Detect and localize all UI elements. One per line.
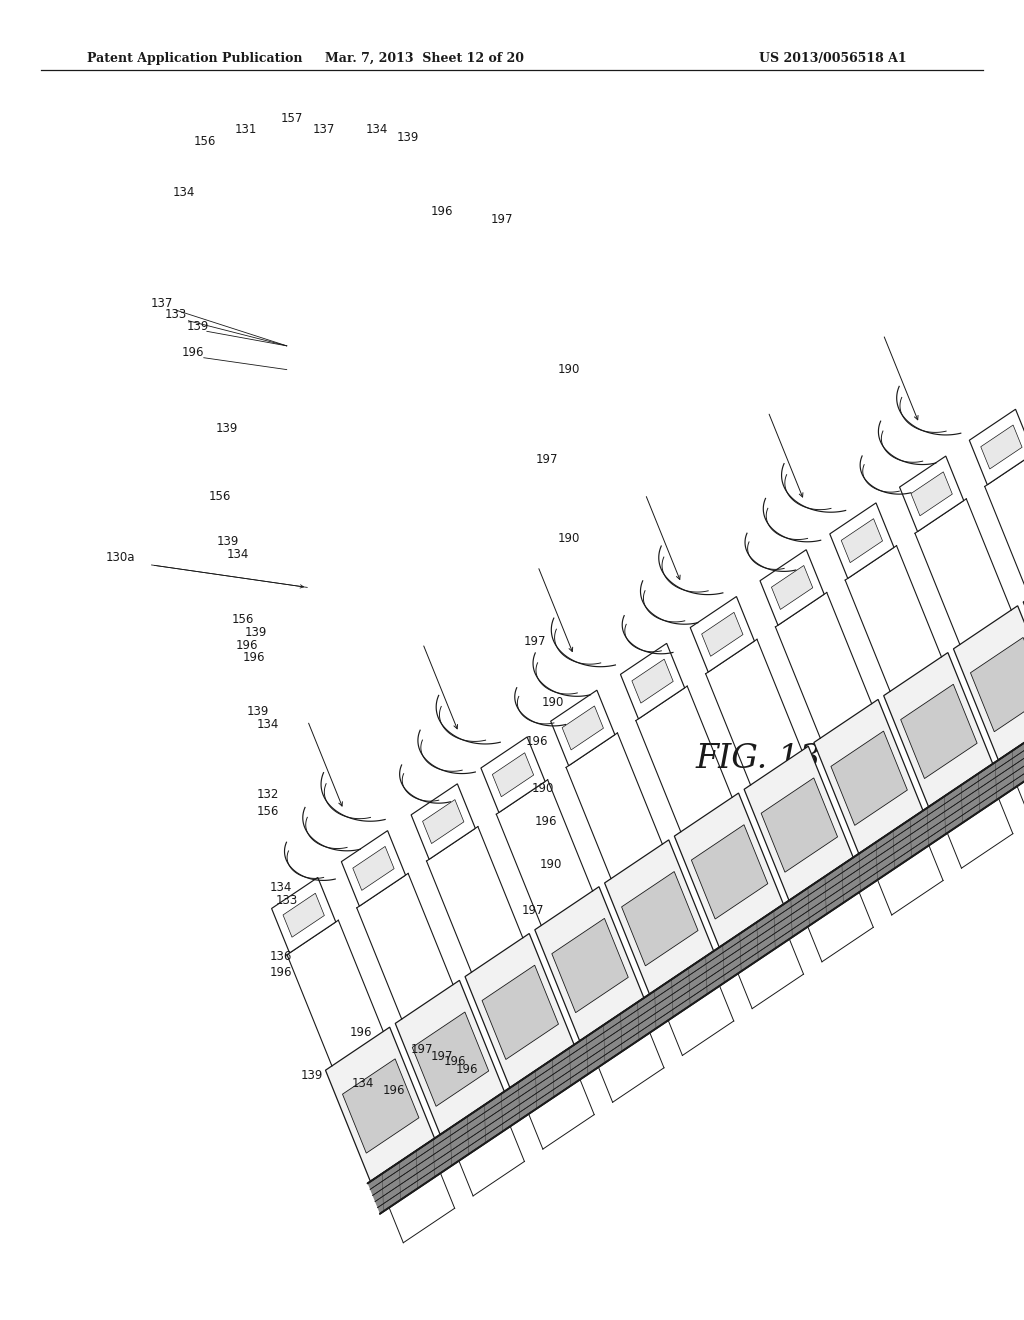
Text: 190: 190 [558, 532, 581, 545]
Polygon shape [423, 800, 464, 843]
Text: FIG. 13: FIG. 13 [695, 743, 820, 775]
Polygon shape [675, 793, 783, 948]
Text: 134: 134 [366, 123, 388, 136]
Polygon shape [342, 1059, 419, 1154]
Polygon shape [493, 752, 534, 797]
Text: 197: 197 [490, 213, 513, 226]
Polygon shape [690, 597, 755, 672]
Text: 139: 139 [301, 1069, 324, 1082]
Polygon shape [535, 887, 644, 1041]
Polygon shape [551, 690, 614, 766]
Polygon shape [552, 919, 629, 1012]
Text: 134: 134 [257, 718, 280, 731]
Text: 134: 134 [351, 1077, 374, 1090]
Text: 196: 196 [349, 1026, 372, 1039]
Text: 134: 134 [269, 880, 292, 894]
Text: 190: 190 [531, 781, 554, 795]
Text: Patent Application Publication: Patent Application Publication [87, 51, 302, 65]
Polygon shape [911, 471, 952, 516]
Text: 139: 139 [217, 535, 240, 548]
Polygon shape [395, 981, 505, 1135]
Text: 157: 157 [281, 112, 303, 125]
Text: 130a: 130a [106, 550, 135, 564]
Polygon shape [970, 409, 1024, 484]
Polygon shape [481, 737, 545, 813]
Polygon shape [953, 606, 1024, 760]
Polygon shape [465, 933, 574, 1088]
Polygon shape [830, 731, 907, 825]
Text: 197: 197 [411, 1043, 433, 1056]
Text: 131: 131 [234, 123, 257, 136]
Text: 133: 133 [165, 308, 187, 321]
Polygon shape [901, 684, 977, 779]
Polygon shape [621, 643, 685, 719]
Polygon shape [368, 668, 1024, 1214]
Text: 196: 196 [431, 205, 454, 218]
Polygon shape [271, 878, 336, 953]
Text: 197: 197 [536, 453, 558, 466]
Text: 139: 139 [396, 131, 419, 144]
Text: 137: 137 [312, 123, 335, 136]
Polygon shape [981, 425, 1022, 469]
Polygon shape [691, 825, 768, 919]
Polygon shape [411, 784, 475, 859]
Text: 156: 156 [231, 612, 254, 626]
Polygon shape [341, 830, 406, 906]
Text: 139: 139 [186, 319, 209, 333]
Polygon shape [761, 777, 838, 873]
Polygon shape [482, 965, 558, 1060]
Text: 196: 196 [243, 651, 265, 664]
Polygon shape [971, 638, 1024, 731]
Text: Mar. 7, 2013  Sheet 12 of 20: Mar. 7, 2013 Sheet 12 of 20 [326, 51, 524, 65]
Text: 190: 190 [542, 696, 564, 709]
Text: 196: 196 [443, 1055, 466, 1068]
Text: 190: 190 [540, 858, 562, 871]
Text: 133: 133 [275, 894, 298, 907]
Text: 134: 134 [173, 186, 196, 199]
Polygon shape [283, 894, 325, 937]
Polygon shape [899, 457, 964, 532]
Text: 134: 134 [226, 548, 249, 561]
Polygon shape [771, 565, 813, 610]
Text: 196: 196 [383, 1084, 406, 1097]
Text: 156: 156 [194, 135, 216, 148]
Polygon shape [841, 519, 883, 562]
Text: 197: 197 [431, 1049, 454, 1063]
Text: US 2013/0056518 A1: US 2013/0056518 A1 [759, 51, 906, 65]
Text: 139: 139 [216, 422, 239, 436]
Polygon shape [744, 746, 853, 900]
Text: 139: 139 [245, 626, 267, 639]
Text: 139: 139 [247, 705, 269, 718]
Text: 196: 196 [535, 814, 557, 828]
Polygon shape [622, 871, 698, 966]
Polygon shape [326, 1027, 434, 1181]
Text: 156: 156 [257, 805, 280, 818]
Text: 196: 196 [181, 346, 204, 359]
Polygon shape [632, 659, 673, 704]
Text: 156: 156 [209, 490, 231, 503]
Polygon shape [760, 549, 824, 626]
Polygon shape [413, 1012, 488, 1106]
Text: 132: 132 [257, 788, 280, 801]
Text: 197: 197 [521, 904, 544, 917]
Text: 196: 196 [236, 639, 258, 652]
Polygon shape [829, 503, 894, 578]
Text: 196: 196 [525, 735, 548, 748]
Polygon shape [884, 652, 993, 807]
Text: 190: 190 [558, 363, 581, 376]
Text: 136: 136 [269, 950, 292, 964]
Text: 196: 196 [456, 1063, 478, 1076]
Polygon shape [353, 846, 394, 891]
Polygon shape [604, 840, 714, 994]
Text: 137: 137 [151, 297, 173, 310]
Polygon shape [701, 612, 743, 656]
Polygon shape [562, 706, 603, 750]
Text: 196: 196 [269, 966, 292, 979]
Polygon shape [814, 700, 923, 854]
Text: 197: 197 [523, 635, 546, 648]
